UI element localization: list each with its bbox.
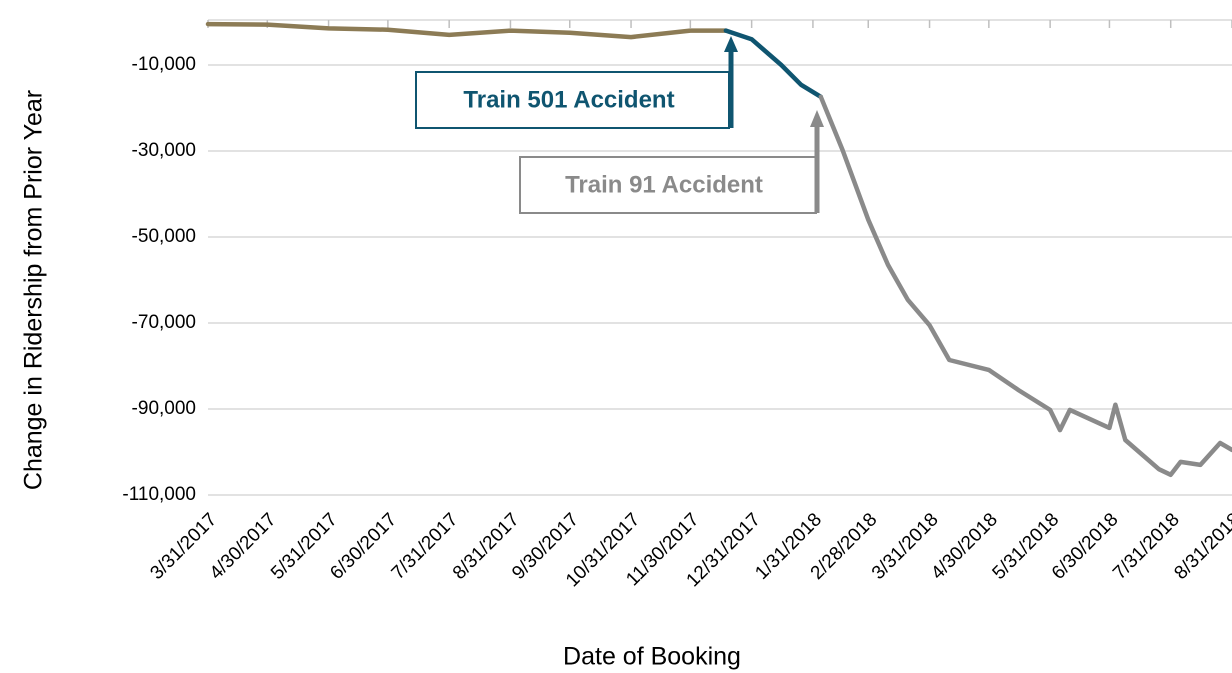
y-tick-label: -10,000 — [132, 54, 196, 75]
annotation-text: Train 91 Accident — [565, 171, 763, 198]
annotation-501: Train 501 Accident — [415, 36, 738, 129]
y-tick-label: -110,000 — [122, 484, 196, 505]
series-line — [818, 94, 1232, 478]
x-tick-label: 7/31/2018 — [1109, 509, 1184, 584]
x-tick-label: 7/31/2017 — [388, 509, 463, 584]
annotation-box — [519, 156, 817, 214]
y-tick-label: -50,000 — [132, 226, 196, 247]
y-axis-label: Change in Ridership from Prior Year — [20, 90, 48, 490]
series-line — [723, 28, 824, 100]
annotation-91: Train 91 Accident — [519, 110, 824, 214]
x-axis-label: Date of Booking — [563, 643, 741, 671]
annotation-box — [415, 71, 730, 129]
arrow-head — [724, 36, 738, 52]
annotation-text: Train 501 Accident — [463, 86, 674, 113]
y-tick-label: -70,000 — [132, 312, 196, 333]
series-line — [205, 21, 729, 40]
y-tick-label: -90,000 — [132, 398, 196, 419]
y-tick-label: -30,000 — [132, 140, 196, 161]
arrow-head — [810, 110, 824, 127]
